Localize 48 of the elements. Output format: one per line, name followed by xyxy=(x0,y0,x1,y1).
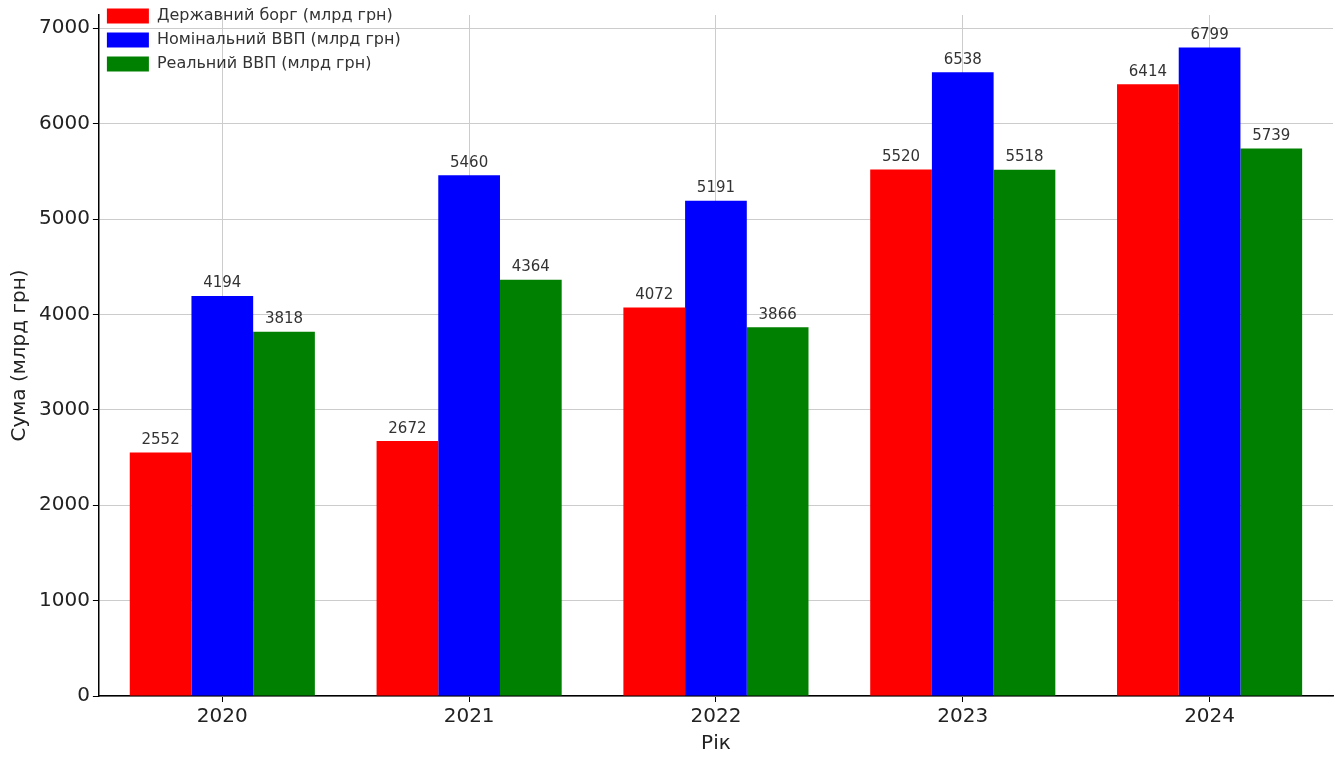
bar xyxy=(499,279,562,696)
x-tick-label: 2024 xyxy=(1184,703,1236,728)
data-label: 5518 xyxy=(1005,147,1044,166)
y-tick-label: 1000 xyxy=(38,586,90,611)
bar xyxy=(623,307,686,696)
bar xyxy=(685,200,747,696)
bar xyxy=(129,452,192,696)
data-label: 6414 xyxy=(1128,61,1167,80)
data-label: 5460 xyxy=(450,152,489,171)
data-label: 4364 xyxy=(511,257,550,276)
x-tick-label: 2022 xyxy=(690,703,742,728)
bar xyxy=(191,295,254,696)
y-tick-label: 4000 xyxy=(38,300,90,325)
bar xyxy=(870,169,932,696)
data-label: 6538 xyxy=(943,49,982,68)
data-label: 4194 xyxy=(203,273,242,292)
data-label: 5191 xyxy=(696,178,736,197)
legend-label: Номінальний ВВП (млрд грн) xyxy=(156,29,401,49)
data-label: 5520 xyxy=(881,146,921,165)
data-label: 3818 xyxy=(264,309,304,328)
y-tick-label: 3000 xyxy=(38,396,90,421)
bar xyxy=(253,331,315,696)
y-tick-label: 7000 xyxy=(38,14,90,39)
data-label: 5739 xyxy=(1252,125,1291,144)
bar xyxy=(1178,47,1241,696)
data-label: 2672 xyxy=(388,418,427,437)
bar xyxy=(376,441,439,696)
bar xyxy=(1240,148,1303,696)
x-tick-label: 2023 xyxy=(937,703,989,728)
x-tick-label: 2020 xyxy=(196,703,248,728)
y-tick-label: 5000 xyxy=(38,205,90,230)
data-label: 6799 xyxy=(1190,24,1229,43)
bar xyxy=(746,327,809,696)
legend-label: Державний борг (млрд грн) xyxy=(156,5,393,25)
bar xyxy=(993,169,1056,696)
bar xyxy=(931,72,994,696)
bar xyxy=(438,175,500,696)
y-tick-label: 2000 xyxy=(38,491,90,516)
data-label: 4072 xyxy=(635,284,674,303)
data-label: 2552 xyxy=(141,429,180,448)
bar xyxy=(1117,84,1179,696)
y-tick-label: 0 xyxy=(77,682,90,707)
y-tick-label: 6000 xyxy=(38,109,90,134)
y-axis-title: Сума (млрд грн) xyxy=(6,269,31,442)
data-label: 3866 xyxy=(758,304,797,323)
x-tick-label: 2021 xyxy=(443,703,495,728)
legend-label: Реальний ВВП (млрд грн) xyxy=(156,53,372,73)
x-axis-title: Рік xyxy=(701,730,731,755)
